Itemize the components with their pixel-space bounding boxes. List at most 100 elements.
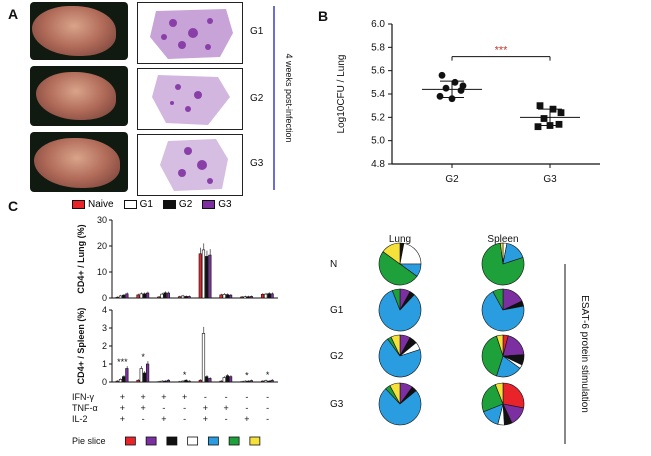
cytokine-sign: + bbox=[203, 403, 208, 413]
significance-stars: * bbox=[245, 370, 249, 380]
bar bbox=[205, 376, 209, 383]
pie-slice bbox=[378, 290, 422, 332]
bar bbox=[166, 292, 170, 299]
bar bbox=[219, 294, 223, 299]
bar bbox=[160, 293, 164, 299]
y-tick-label: 5.8 bbox=[371, 42, 385, 53]
bar bbox=[201, 249, 206, 299]
bar bbox=[187, 296, 191, 299]
bar bbox=[139, 368, 143, 383]
pie-row-label: G3 bbox=[330, 399, 344, 410]
pie-slice bbox=[399, 243, 422, 265]
pie-row-label: G1 bbox=[330, 305, 344, 316]
bar bbox=[208, 254, 212, 299]
cytokine-sign: - bbox=[225, 414, 228, 424]
significance-stars: * bbox=[266, 370, 270, 380]
pie-slice bbox=[378, 388, 422, 426]
lung-photo-g3 bbox=[30, 132, 128, 192]
cytokine-sign: + bbox=[244, 414, 249, 424]
bar bbox=[181, 295, 185, 299]
bar bbox=[177, 381, 182, 383]
y-axis-label: CD4+ / Lung (%) bbox=[76, 224, 86, 293]
cytokine-sign: + bbox=[203, 414, 208, 424]
y-tick-label: 5.4 bbox=[371, 89, 385, 100]
pie-chart-grid: Lung Spleen ESAT-6 protein stimulation N… bbox=[330, 234, 590, 444]
y-tick-label: 1 bbox=[102, 359, 107, 369]
cytokine-sign: - bbox=[183, 414, 186, 424]
bar bbox=[198, 253, 202, 299]
pie-slice bbox=[481, 335, 504, 377]
y-axis-label: CD4+ / Spleen (%) bbox=[76, 308, 86, 385]
y-tick-label: 5.2 bbox=[371, 112, 385, 123]
lung-bar-chart: 0 10 20 30 CD4+ / Lung (%) bbox=[76, 215, 278, 303]
pie-slice bbox=[492, 288, 504, 311]
bar bbox=[157, 381, 161, 383]
bar bbox=[146, 292, 150, 299]
bar bbox=[139, 293, 143, 299]
significance-stars: * bbox=[141, 352, 145, 362]
cytokine-sign: - bbox=[266, 392, 269, 402]
bar bbox=[198, 379, 202, 383]
cytokine-sign: + bbox=[223, 403, 228, 413]
legend-swatch bbox=[123, 200, 137, 209]
bar bbox=[222, 377, 226, 383]
cytokine-row-label: IL-2 bbox=[72, 414, 88, 424]
bar bbox=[229, 376, 233, 383]
bar bbox=[146, 363, 150, 383]
bar bbox=[142, 372, 147, 383]
cytokine-sign: - bbox=[245, 403, 248, 413]
y-tick-label: 0 bbox=[102, 377, 107, 387]
data-point bbox=[438, 71, 446, 79]
bar bbox=[136, 294, 140, 299]
cytokine-sign: + bbox=[161, 392, 166, 402]
cytokine-sign: - bbox=[245, 392, 248, 402]
bar bbox=[246, 296, 250, 299]
cytokine-sign: - bbox=[204, 392, 207, 402]
cytokine-sign: + bbox=[161, 414, 166, 424]
legend-swatch bbox=[162, 200, 176, 209]
cytokine-sign: - bbox=[266, 403, 269, 413]
pie-slice-swatch bbox=[207, 436, 219, 446]
cfu-scatter-chart: 4.8 5.0 5.2 5.4 5.6 5.8 6.0 Log10CFU / Lung G2 G3… bbox=[336, 19, 600, 185]
lung-photo-g2 bbox=[30, 66, 128, 126]
cytokine-sign: - bbox=[225, 392, 228, 402]
histology-g3 bbox=[137, 134, 243, 196]
pie-slice bbox=[391, 288, 401, 311]
pie-title-spleen: Spleen bbox=[487, 234, 518, 245]
pie-slice bbox=[481, 242, 525, 286]
pie-slice bbox=[496, 334, 504, 357]
pie-slice bbox=[382, 242, 401, 265]
bar bbox=[225, 294, 230, 299]
pie-slice bbox=[389, 382, 401, 405]
x-tick-label: G3 bbox=[543, 174, 557, 185]
pie-slice-row-label: Pie slice bbox=[72, 436, 106, 446]
significance-stars: * bbox=[183, 370, 187, 380]
bar bbox=[222, 294, 226, 299]
y-tick-label: 4.8 bbox=[371, 159, 385, 170]
pie-slice bbox=[494, 382, 504, 405]
bar bbox=[125, 368, 129, 383]
cytokine-row-label: TNF-α bbox=[72, 403, 98, 413]
group-label-g2: G2 bbox=[250, 93, 264, 104]
y-tick-label: 0 bbox=[102, 293, 107, 303]
bar bbox=[157, 296, 161, 299]
pie-slice bbox=[481, 291, 525, 332]
bar bbox=[249, 380, 253, 383]
bar bbox=[243, 380, 247, 383]
legend-swatch bbox=[72, 200, 85, 209]
data-point bbox=[557, 109, 565, 117]
cytokine-combination-table: IFN-γ + + + + - - - -TNF-α + + - - + + - -IL-2 + - + - + - + -Pi… bbox=[72, 392, 269, 446]
bar bbox=[184, 379, 188, 383]
pie-slice-swatch bbox=[145, 436, 157, 446]
bar bbox=[270, 293, 274, 299]
group-label-g3: G3 bbox=[250, 158, 264, 169]
bar bbox=[246, 380, 250, 383]
bar bbox=[184, 296, 188, 299]
side-label-weeks: 4 weeks post-infection bbox=[284, 53, 294, 142]
bar bbox=[264, 293, 268, 299]
bar bbox=[243, 296, 247, 299]
bar bbox=[177, 296, 182, 299]
panel-label-c: C bbox=[8, 198, 19, 214]
group-legend: Naive G1 G2 G3 bbox=[72, 199, 232, 210]
